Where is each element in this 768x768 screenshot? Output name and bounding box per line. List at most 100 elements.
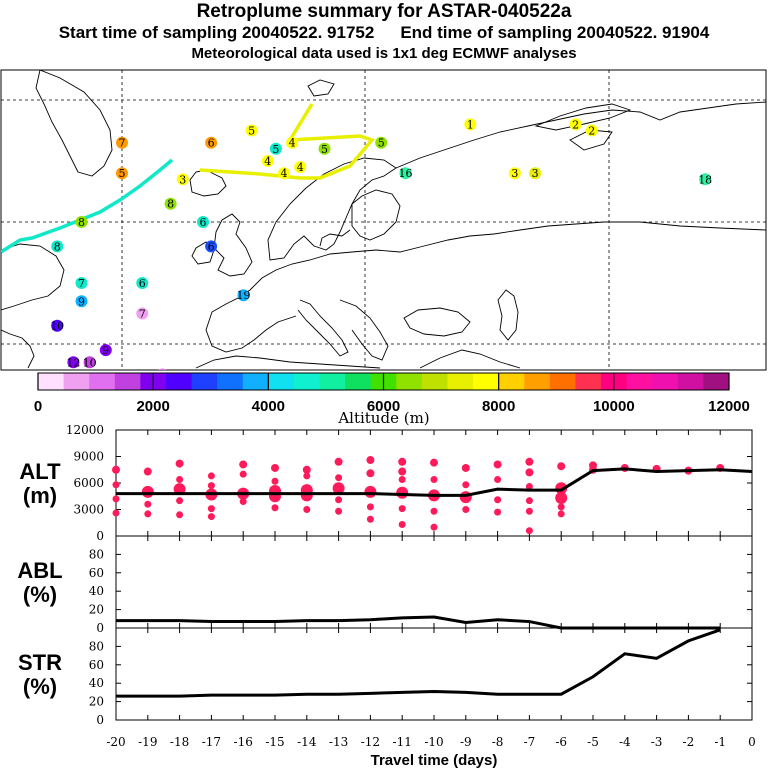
plume-marker-label: 10 [83,356,97,369]
plume-marker-dot [261,155,274,167]
altitude-point [494,508,502,516]
altitude-point [334,457,343,466]
map-panel: 7655455444165388668679197101210981514913… [0,69,767,406]
altitude-point [176,511,184,519]
plume-marker-label: 9 [94,393,101,406]
plume-marker-dot [205,136,218,149]
altitude-point [398,521,406,529]
colorbar-tick-label: 10000 [593,398,635,415]
plume-marker: 6 [197,216,209,229]
plume-marker-label: 18 [698,173,712,186]
altitude-point [493,460,502,469]
colorbar-swatch [447,373,474,390]
altitude-point [398,467,407,476]
altitude-point [396,486,409,499]
altitude-point [112,509,120,517]
plume-marker-label: 2 [572,118,579,131]
plume-marker-label: 7 [78,277,85,290]
plume-marker-dot [286,136,299,149]
altitude-point [366,503,374,511]
plume-marker-dot [158,368,167,370]
x-tick-label: -3 [651,735,663,749]
colorbar-swatch [421,373,448,390]
altitude-point [494,496,502,504]
plume-marker-dot [51,240,64,253]
plume-marker-dot [205,240,218,253]
x-tick-label: -10 [424,735,443,749]
colorbar-tick-label: 8000 [482,398,515,415]
coastlines [1,70,766,369]
y-tick-label: 20 [89,603,104,617]
altitude-point [112,465,120,474]
y-tick-label: 60 [89,566,104,580]
x-tick-label: -6 [555,735,567,749]
altitude-point [335,507,343,515]
plume-paths [1,103,376,254]
plume-marker-dot [75,277,88,289]
plume-marker: 6 [136,277,149,290]
plume-marker-label: 8 [159,369,166,382]
x-tick-label: -12 [361,735,380,749]
altitude-point [112,481,120,489]
plume-marker: 8 [164,197,177,211]
plume-marker-dot [278,167,290,180]
plume-marker: 9 [92,393,104,406]
plume-marker: 16 [399,167,413,180]
plume-marker-label: 7 [139,308,146,321]
plume-marker: 7 [75,277,88,290]
y-tick-label: 0 [96,713,104,727]
colorbar-swatch [652,373,679,390]
plume-marker: 4 [294,161,307,174]
plume-marker-label: 19 [237,289,251,302]
colorbar-swatch [396,373,423,390]
plume-marker-label: 4 [297,161,304,174]
plume-marker: 7 [116,136,128,150]
plume-marker-dot [116,167,128,180]
altitude-point [175,459,184,468]
plume-marker-dot [375,136,388,149]
plume-marker: 6 [205,136,218,150]
plume-marker-dot [294,161,307,174]
colorbar-tick-label: 0 [34,398,42,415]
altitude-point [239,498,247,506]
x-tick-label: -9 [460,735,472,749]
altitude-point [141,485,154,498]
plume-marker-dot [569,118,582,131]
colorbar-swatch [293,373,321,390]
colorbar-swatch [549,373,576,390]
colorbar-label: Altitude (m) [337,409,429,427]
plume-marker-dot [318,142,331,155]
altitude-point [300,489,313,502]
plume-marker-dot [269,142,282,155]
plume-marker-label: 12 [66,356,80,369]
y-tick-label: 60 [89,658,104,672]
str-panel: 0 20 40 60 80 STR(%) [18,627,753,727]
altitude-point [398,457,407,466]
alt-panel: 0 3000 6000 9000 12000 ALT(m) [19,423,753,543]
altitude-point [525,497,533,505]
plume-marker-label: 4 [281,167,288,180]
plume-marker-dot [99,344,112,357]
plume-marker-dot [67,356,80,369]
altitude-colorbar [37,372,730,391]
altitude-point [303,506,311,513]
plume-marker: 8 [75,216,88,229]
plume-marker-label: 5 [378,137,385,150]
altitude-point [366,456,375,465]
colorbar-tick-labels: 0 2000 4000 6000 8000 10000 12000 [34,373,750,415]
plume-marker-dot [399,167,412,180]
plume-marker-label: 16 [399,167,413,180]
sampling-times: Start time of sampling 20040522. 91752 En… [0,23,768,43]
altitude-point [398,505,406,513]
altitude-point [207,472,215,480]
plume-marker-label: 6 [139,277,146,290]
colorbar-swatch [319,373,346,390]
y-axis-label: (m) [23,483,57,508]
altitude-point [494,475,502,483]
plume-marker-label: 8 [167,198,174,211]
y-tick-label: 6000 [73,476,104,490]
plume-marker-dot [176,173,189,186]
altitude-point [525,527,533,535]
altitude-point [271,477,279,485]
plume-marker: 9 [75,295,88,308]
